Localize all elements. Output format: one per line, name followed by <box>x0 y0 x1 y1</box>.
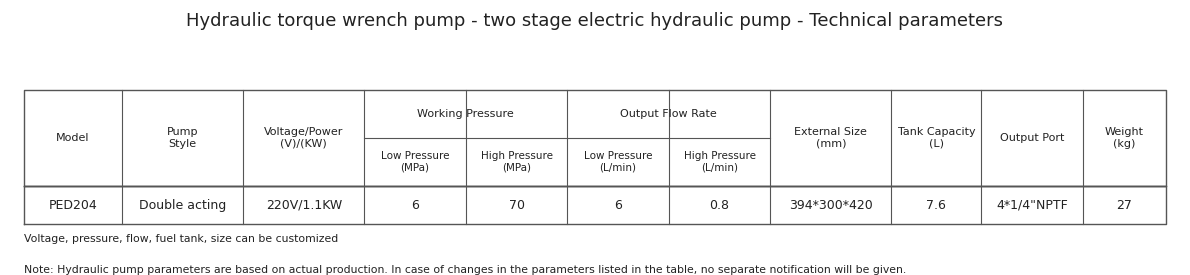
Text: Tank Capacity
(L): Tank Capacity (L) <box>897 127 975 149</box>
Text: 7.6: 7.6 <box>927 199 946 211</box>
Text: Pump
Style: Pump Style <box>167 127 199 149</box>
Text: PED204: PED204 <box>49 199 98 211</box>
Text: Low Pressure
(L/min): Low Pressure (L/min) <box>584 151 652 173</box>
Text: External Size
(mm): External Size (mm) <box>795 127 868 149</box>
Text: 4*1/4"NPTF: 4*1/4"NPTF <box>996 199 1067 211</box>
Text: Hydraulic torque wrench pump - two stage electric hydraulic pump - Technical par: Hydraulic torque wrench pump - two stage… <box>187 12 1003 30</box>
Text: Model: Model <box>56 133 90 143</box>
Text: 70: 70 <box>508 199 525 211</box>
Text: Low Pressure
(MPa): Low Pressure (MPa) <box>381 151 450 173</box>
Text: Double acting: Double acting <box>139 199 226 211</box>
Text: 0.8: 0.8 <box>709 199 729 211</box>
Text: Voltage/Power
(V)/(KW): Voltage/Power (V)/(KW) <box>264 127 344 149</box>
Text: Working Pressure: Working Pressure <box>418 109 514 119</box>
Text: 6: 6 <box>614 199 622 211</box>
Text: 27: 27 <box>1116 199 1133 211</box>
Text: Voltage, pressure, flow, fuel tank, size can be customized: Voltage, pressure, flow, fuel tank, size… <box>24 234 338 244</box>
Text: High Pressure
(L/min): High Pressure (L/min) <box>683 151 756 173</box>
Text: 6: 6 <box>411 199 419 211</box>
Text: Note: Hydraulic pump parameters are based on actual production. In case of chang: Note: Hydraulic pump parameters are base… <box>24 265 907 275</box>
Text: High Pressure
(MPa): High Pressure (MPa) <box>481 151 552 173</box>
Text: 394*300*420: 394*300*420 <box>789 199 872 211</box>
Text: Output Flow Rate: Output Flow Rate <box>620 109 718 119</box>
Text: Weight
(kg): Weight (kg) <box>1104 127 1144 149</box>
Text: Output Port: Output Port <box>1000 133 1064 143</box>
Text: 220V/1.1KW: 220V/1.1KW <box>265 199 342 211</box>
